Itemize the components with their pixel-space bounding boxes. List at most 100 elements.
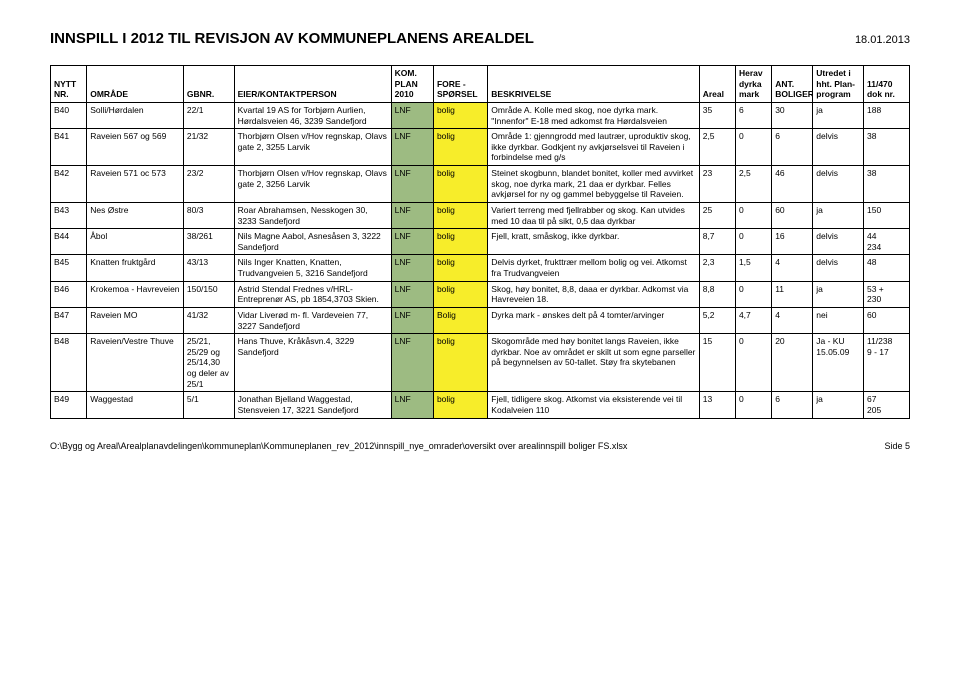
- cell-omrade: Raveien MO: [87, 307, 184, 333]
- cell-nytt: B42: [51, 166, 87, 203]
- cell-nytt: B45: [51, 255, 87, 281]
- th-eier: EIER/KONTAKTPERSON: [234, 66, 391, 103]
- cell-gbnr: 150/150: [183, 281, 234, 307]
- cell-dok: 150: [863, 202, 909, 228]
- cell-dok: 44 234: [863, 229, 909, 255]
- cell-kom: LNF: [391, 202, 433, 228]
- cell-besk: Steinet skogbunn, blandet bonitet, kolle…: [488, 166, 699, 203]
- cell-besk: Fjell, kratt, småskog, ikke dyrkbar.: [488, 229, 699, 255]
- cell-kom: LNF: [391, 392, 433, 418]
- footer-path: O:\Bygg og Areal\Arealplanavdelingen\kom…: [50, 441, 627, 451]
- cell-eier: Roar Abrahamsen, Nesskogen 30, 3233 Sand…: [234, 202, 391, 228]
- cell-dok: 38: [863, 166, 909, 203]
- cell-omrade: Knatten fruktgård: [87, 255, 184, 281]
- cell-dok: 48: [863, 255, 909, 281]
- th-ant: ANT. BOLIGER: [772, 66, 813, 103]
- cell-nytt: B40: [51, 102, 87, 128]
- cell-areal: 8,8: [699, 281, 735, 307]
- cell-kom: LNF: [391, 229, 433, 255]
- th-gbnr: GBNR.: [183, 66, 234, 103]
- table-row: B45Knatten fruktgård43/13Nils Inger Knat…: [51, 255, 910, 281]
- table-head: NYTT NR. OMRÅDE GBNR. EIER/KONTAKTPERSON…: [51, 66, 910, 103]
- cell-ant: 30: [772, 102, 813, 128]
- cell-areal: 8,7: [699, 229, 735, 255]
- th-nytt: NYTT NR.: [51, 66, 87, 103]
- page-date: 18.01.2013: [855, 34, 910, 46]
- table-body: B40Solli/Hørdalen22/1Kvartal 19 AS for T…: [51, 102, 910, 418]
- cell-herav: 0: [735, 392, 771, 418]
- title-bar: INNSPILL I 2012 TIL REVISJON AV KOMMUNEP…: [50, 30, 910, 47]
- cell-eier: Astrid Stendal Frednes v/HRL-Entreprenør…: [234, 281, 391, 307]
- cell-dok: 60: [863, 307, 909, 333]
- cell-areal: 35: [699, 102, 735, 128]
- th-omrade: OMRÅDE: [87, 66, 184, 103]
- cell-fore: bolig: [433, 255, 487, 281]
- cell-dok: 38: [863, 129, 909, 166]
- cell-eier: Kvartal 19 AS for Torbjørn Aurlien, Hørd…: [234, 102, 391, 128]
- cell-omrade: Nes Østre: [87, 202, 184, 228]
- cell-fore: bolig: [433, 166, 487, 203]
- cell-ant: 6: [772, 392, 813, 418]
- th-areal: Areal: [699, 66, 735, 103]
- cell-ant: 4: [772, 307, 813, 333]
- cell-kom: LNF: [391, 334, 433, 392]
- cell-herav: 0: [735, 334, 771, 392]
- cell-gbnr: 5/1: [183, 392, 234, 418]
- cell-utr: delvis: [813, 129, 864, 166]
- cell-ant: 16: [772, 229, 813, 255]
- cell-nytt: B47: [51, 307, 87, 333]
- cell-utr: Ja - KU 15.05.09: [813, 334, 864, 392]
- cell-omrade: Solli/Hørdalen: [87, 102, 184, 128]
- cell-ant: 6: [772, 129, 813, 166]
- cell-omrade: Krokemoa - Havreveien: [87, 281, 184, 307]
- cell-areal: 25: [699, 202, 735, 228]
- cell-eier: Hans Thuve, Kråkåsvn.4, 3229 Sandefjord: [234, 334, 391, 392]
- cell-herav: 4,7: [735, 307, 771, 333]
- table-row: B44Åbol38/261Nils Magne Aabol, Asnesåsen…: [51, 229, 910, 255]
- cell-gbnr: 38/261: [183, 229, 234, 255]
- cell-ant: 46: [772, 166, 813, 203]
- cell-ant: 60: [772, 202, 813, 228]
- cell-omrade: Åbol: [87, 229, 184, 255]
- cell-omrade: Raveien/Vestre Thuve: [87, 334, 184, 392]
- cell-nytt: B49: [51, 392, 87, 418]
- cell-dok: 188: [863, 102, 909, 128]
- cell-gbnr: 43/13: [183, 255, 234, 281]
- th-besk: BESKRIVELSE: [488, 66, 699, 103]
- table-row: B40Solli/Hørdalen22/1Kvartal 19 AS for T…: [51, 102, 910, 128]
- cell-eier: Nils Magne Aabol, Asnesåsen 3, 3222 Sand…: [234, 229, 391, 255]
- cell-areal: 13: [699, 392, 735, 418]
- cell-fore: bolig: [433, 129, 487, 166]
- cell-kom: LNF: [391, 166, 433, 203]
- cell-fore: bolig: [433, 202, 487, 228]
- cell-fore: bolig: [433, 392, 487, 418]
- cell-nytt: B46: [51, 281, 87, 307]
- data-table: NYTT NR. OMRÅDE GBNR. EIER/KONTAKTPERSON…: [50, 65, 910, 419]
- cell-gbnr: 41/32: [183, 307, 234, 333]
- cell-herav: 6: [735, 102, 771, 128]
- th-herav: Herav dyrka mark: [735, 66, 771, 103]
- footer-page: Side 5: [884, 441, 910, 451]
- cell-gbnr: 22/1: [183, 102, 234, 128]
- cell-herav: 1,5: [735, 255, 771, 281]
- cell-besk: Delvis dyrket, frukttrær mellom bolig og…: [488, 255, 699, 281]
- cell-besk: Område 1: gjenngrodd med lautrær, uprodu…: [488, 129, 699, 166]
- table-row: B49Waggestad5/1Jonathan Bjelland Waggest…: [51, 392, 910, 418]
- cell-gbnr: 23/2: [183, 166, 234, 203]
- page-title: INNSPILL I 2012 TIL REVISJON AV KOMMUNEP…: [50, 30, 534, 47]
- cell-dok: 53 + 230: [863, 281, 909, 307]
- cell-omrade: Raveien 567 og 569: [87, 129, 184, 166]
- cell-nytt: B44: [51, 229, 87, 255]
- cell-areal: 2,3: [699, 255, 735, 281]
- cell-besk: Område A. Kolle med skog, noe dyrka mark…: [488, 102, 699, 128]
- cell-eier: Vidar Liverød m- fl. Vardeveien 77, 3227…: [234, 307, 391, 333]
- cell-fore: bolig: [433, 229, 487, 255]
- table-row: B47Raveien MO41/32Vidar Liverød m- fl. V…: [51, 307, 910, 333]
- cell-besk: Skog, høy bonitet, 8,8, daaa er dyrkbar.…: [488, 281, 699, 307]
- cell-gbnr: 21/32: [183, 129, 234, 166]
- cell-areal: 15: [699, 334, 735, 392]
- cell-eier: Thorbjørn Olsen v/Hov regnskap, Olavs ga…: [234, 129, 391, 166]
- cell-eier: Thorbjørn Olsen v/Hov regnskap, Olavs ga…: [234, 166, 391, 203]
- cell-dok: 67 205: [863, 392, 909, 418]
- cell-utr: ja: [813, 281, 864, 307]
